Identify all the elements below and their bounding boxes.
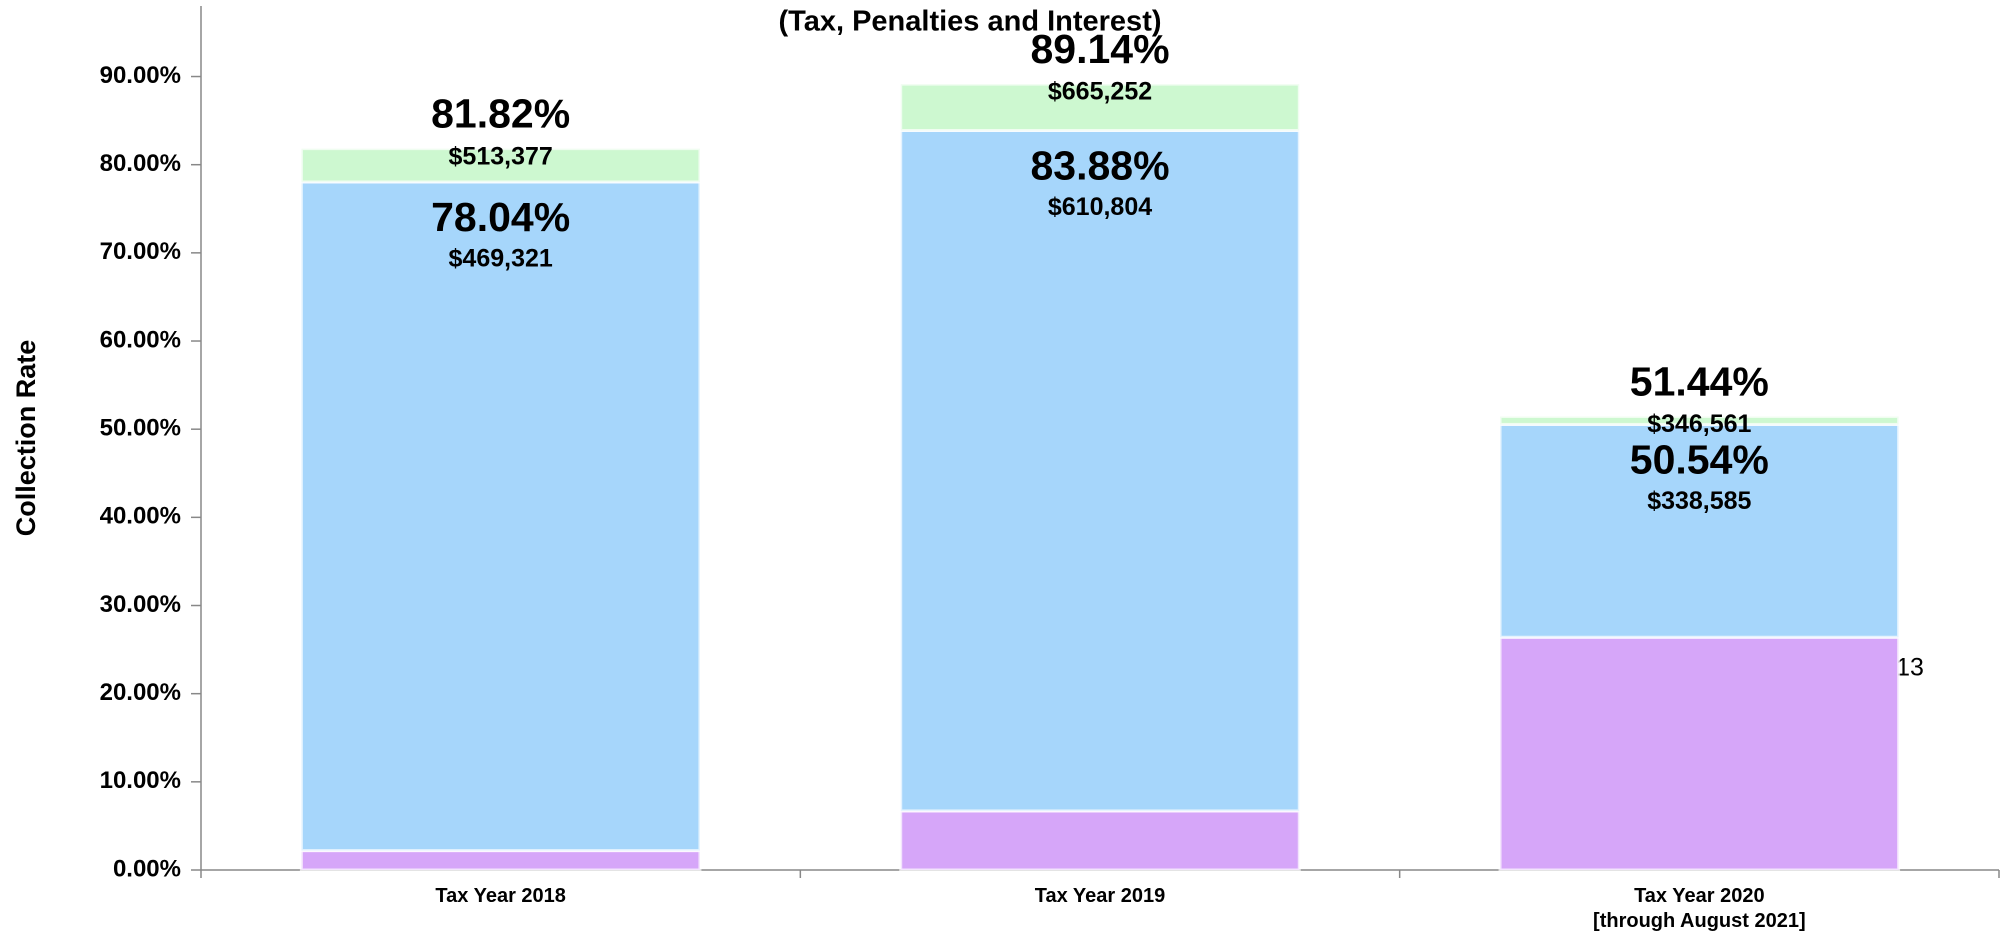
bar-segment — [299, 180, 702, 853]
stack-percent-label: 81.82% — [431, 90, 570, 136]
chart-title: (Tax, Penalties and Interest) — [778, 6, 1161, 38]
y-tick-label: 50.00% — [100, 415, 181, 442]
stack-percent-label: 78.04% — [431, 194, 570, 240]
bar-segment — [299, 849, 702, 872]
stack-amount-label: $338,585 — [1647, 487, 1751, 515]
y-tick-label: 80.00% — [100, 150, 181, 177]
bar-segment — [1498, 422, 1901, 639]
x-tick-label: Tax Year 2020 [through August 2021] — [1593, 885, 1806, 932]
bar-segment — [899, 809, 1301, 872]
bar-segment — [299, 147, 702, 184]
stack-amount-label: $610,804 — [1048, 193, 1152, 221]
y-tick-label: 20.00% — [100, 679, 181, 706]
y-tick-label: 10.00% — [100, 767, 181, 794]
bar-segment — [899, 82, 1301, 132]
stack-percent-label: 51.44% — [1630, 358, 1769, 404]
stack-amount-label: $469,321 — [449, 245, 553, 273]
bar-segment — [899, 128, 1301, 813]
stack-percent-label: 89.14% — [1030, 26, 1169, 72]
y-tick-label: 0.00% — [113, 855, 181, 882]
y-tick-label: 30.00% — [100, 591, 181, 618]
stack-percent-label: 50.54% — [1630, 436, 1769, 482]
y-tick-label: 60.00% — [100, 326, 181, 353]
stack-amount-label: $513,377 — [449, 142, 553, 170]
stack-amount-label: $665,252 — [1048, 78, 1152, 106]
stack-percent-label: 83.88% — [1030, 142, 1169, 188]
bar-segment — [1498, 414, 1901, 426]
x-tick-label: Tax Year 2019 — [1035, 885, 1166, 907]
y-tick-label: 90.00% — [100, 62, 181, 89]
bar-segment — [1498, 635, 1901, 872]
x-tick-label: Tax Year 2018 — [435, 885, 566, 907]
y-tick-label: 70.00% — [100, 238, 181, 265]
page-number: 13 — [1896, 654, 1924, 682]
y-axis-label: Collection Rate — [11, 340, 41, 537]
stack-amount-label: $346,561 — [1647, 410, 1751, 438]
y-tick-label: 40.00% — [100, 503, 181, 530]
